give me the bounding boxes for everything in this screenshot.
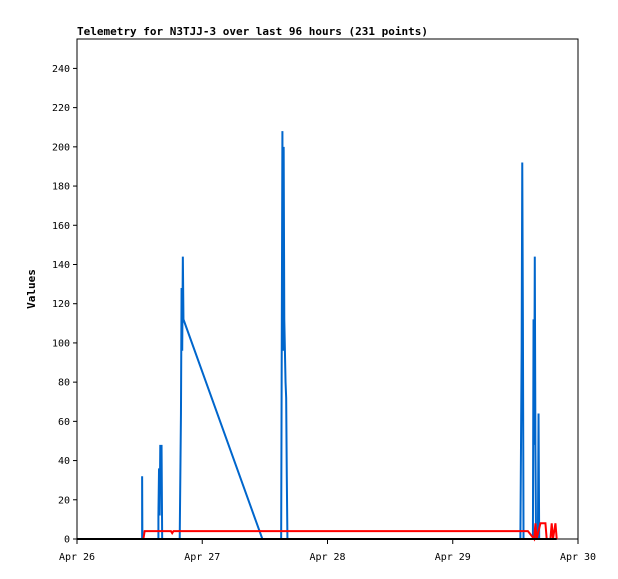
series-layer	[77, 131, 558, 542]
x-axis: Apr 26 Apr 27 Apr 28 Apr 29 Apr 30	[59, 539, 596, 563]
x-tick-label: Apr 30	[560, 552, 596, 563]
x-tick-label: Apr 28	[309, 552, 345, 563]
y-tick-label: 180	[52, 182, 70, 193]
y-tick-label: 100	[52, 338, 70, 349]
y-axis-label: Values	[25, 269, 38, 309]
x-tick-label: Apr 26	[59, 552, 95, 563]
x-tick-label: Apr 29	[435, 552, 471, 563]
y-tick-label: 240	[52, 64, 70, 75]
chart-title: Telemetry for N3TJJ-3 over last 96 hours…	[77, 25, 428, 38]
y-tick-label: 60	[58, 417, 70, 428]
series-line-2	[142, 522, 558, 542]
y-tick-label: 20	[58, 495, 70, 506]
y-tick-label: 0	[64, 535, 70, 546]
y-tick-label: 160	[52, 221, 70, 232]
y-tick-label: 200	[52, 142, 70, 153]
y-tick-label: 40	[58, 456, 70, 467]
series-line-1	[141, 131, 541, 540]
y-tick-label: 80	[58, 378, 70, 389]
y-tick-label: 220	[52, 103, 70, 114]
plot-area	[76, 38, 579, 540]
y-axis: 0 20 40 60 80 100 120 140 160 180 200 220 240	[52, 64, 77, 546]
y-tick-label: 120	[52, 299, 70, 310]
y-tick-label: 140	[52, 260, 70, 271]
x-tick-label: Apr 27	[184, 552, 220, 563]
